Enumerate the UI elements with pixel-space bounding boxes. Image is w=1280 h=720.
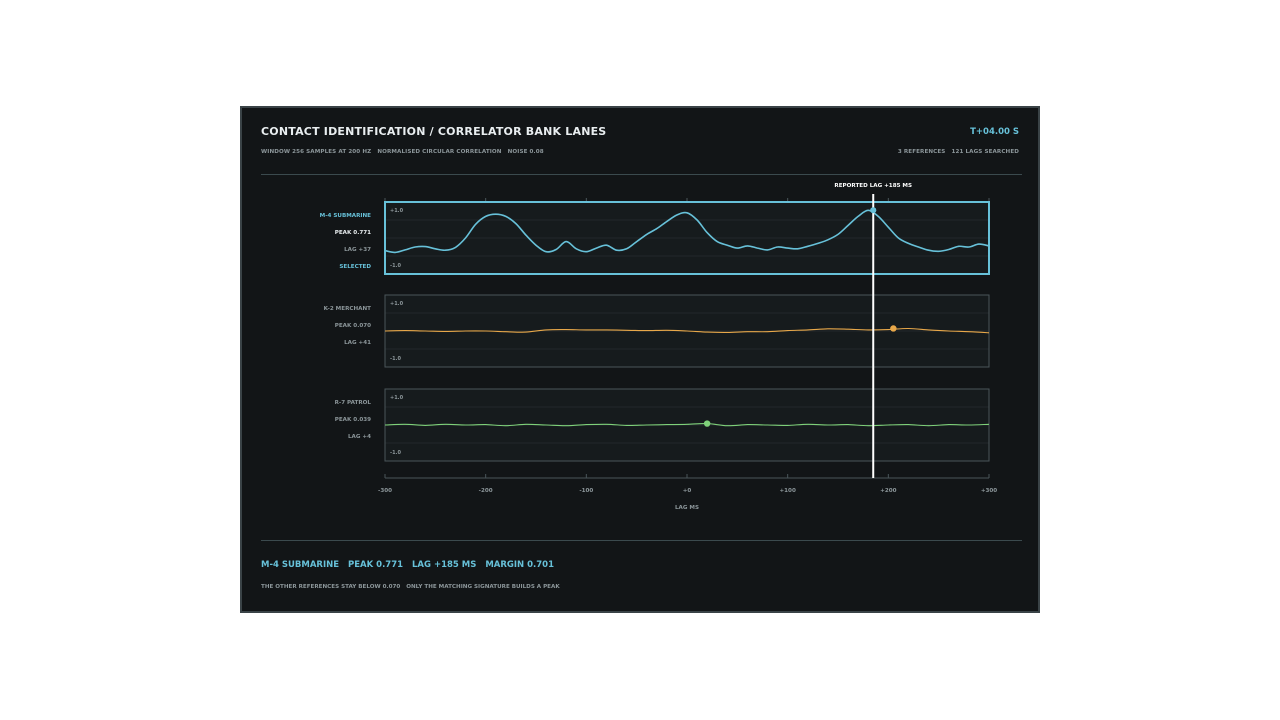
y-tick-top: +1.0 [390, 395, 404, 401]
subtitle-left: WINDOW 256 SAMPLES AT 200 HZ NORMALISED … [261, 149, 548, 155]
y-tick-top: +1.0 [390, 301, 404, 307]
result-summary: M-4 SUBMARINE PEAK 0.771 LAG +185 MS MAR… [261, 560, 560, 570]
result-contact: M-4 SUBMARINE [261, 560, 340, 570]
x-tick-label: -300 [378, 488, 392, 494]
subtitle-right: 3 REFERENCES 121 LAGS SEARCHED [894, 149, 1019, 155]
page-title: CONTACT IDENTIFICATION / CORRELATOR BANK… [261, 125, 607, 138]
lane-3: +1.0 -1.0 R-7 PATROL PEAK 0.039 LAG +4 [335, 388, 990, 462]
x-tick-label: +200 [880, 488, 896, 494]
lane-peak: PEAK 0.070 [335, 323, 371, 329]
y-tick-bottom: -1.0 [390, 450, 401, 456]
y-tick-bottom: -1.0 [390, 356, 401, 362]
footer-divider [261, 540, 1022, 541]
lane-name: K-2 MERCHANT [324, 306, 372, 312]
x-axis-label: LAG MS [675, 505, 699, 511]
reference-count: 3 REFERENCES [897, 149, 946, 155]
lane-2: +1.0 -1.0 K-2 MERCHANT PEAK 0.070 LAG +41 [324, 294, 990, 368]
lag-count: 121 LAGS SEARCHED [951, 149, 1019, 155]
lane-frame [384, 201, 990, 275]
lane-lag: LAG +41 [344, 340, 371, 346]
window-info: WINDOW 256 SAMPLES AT 200 HZ [261, 149, 372, 155]
peak-dot [890, 325, 897, 332]
correlator-chart: +1.0 -1.0 M-4 SUBMARINE PEAK 0.771 LAG +37 SE… [320, 183, 998, 511]
reported-lag-label: REPORTED LAG +185 MS [834, 183, 912, 189]
note-matching: ONLY THE MATCHING SIGNATURE BUILDS A PEA… [406, 584, 560, 590]
result-margin: MARGIN 0.701 [485, 560, 555, 570]
lane-peak: PEAK 0.771 [335, 230, 371, 236]
lane-name: M-4 SUBMARINE [320, 213, 372, 219]
result-lag: LAG +185 MS [412, 560, 477, 570]
x-tick-label: -200 [479, 488, 493, 494]
method-info: NORMALISED CIRCULAR CORRELATION [377, 149, 502, 155]
x-tick-label: +0 [683, 488, 692, 494]
lane-status: SELECTED [339, 264, 371, 270]
series-line [384, 422, 990, 427]
selected-peak-dot [870, 207, 877, 214]
lane-1: +1.0 -1.0 M-4 SUBMARINE PEAK 0.771 LAG +37 SE… [320, 201, 990, 275]
time-readout: T+04.00 S [970, 127, 1019, 137]
x-tick-label: -100 [579, 488, 593, 494]
note-others: THE OTHER REFERENCES STAY BELOW 0.070 [261, 584, 401, 590]
lane-peak: PEAK 0.039 [335, 417, 371, 423]
y-tick-top: +1.0 [390, 208, 404, 214]
header-divider [261, 174, 1022, 175]
series-line [384, 327, 990, 334]
noise-info: NOISE 0.08 [507, 149, 544, 155]
x-tick-label: +300 [981, 488, 997, 494]
lane-name: R-7 PATROL [335, 400, 372, 406]
x-tick-label: +100 [779, 488, 795, 494]
lane-lag: LAG +4 [348, 434, 371, 440]
correlator-panel: CONTACT IDENTIFICATION / CORRELATOR BANK… [240, 106, 1040, 613]
lane-lag: LAG +37 [344, 247, 371, 253]
series-line [384, 209, 990, 254]
result-peak: PEAK 0.771 [348, 560, 404, 570]
peak-dot [703, 420, 711, 427]
y-tick-bottom: -1.0 [390, 263, 401, 269]
result-note: THE OTHER REFERENCES STAY BELOW 0.070 ON… [261, 584, 564, 590]
